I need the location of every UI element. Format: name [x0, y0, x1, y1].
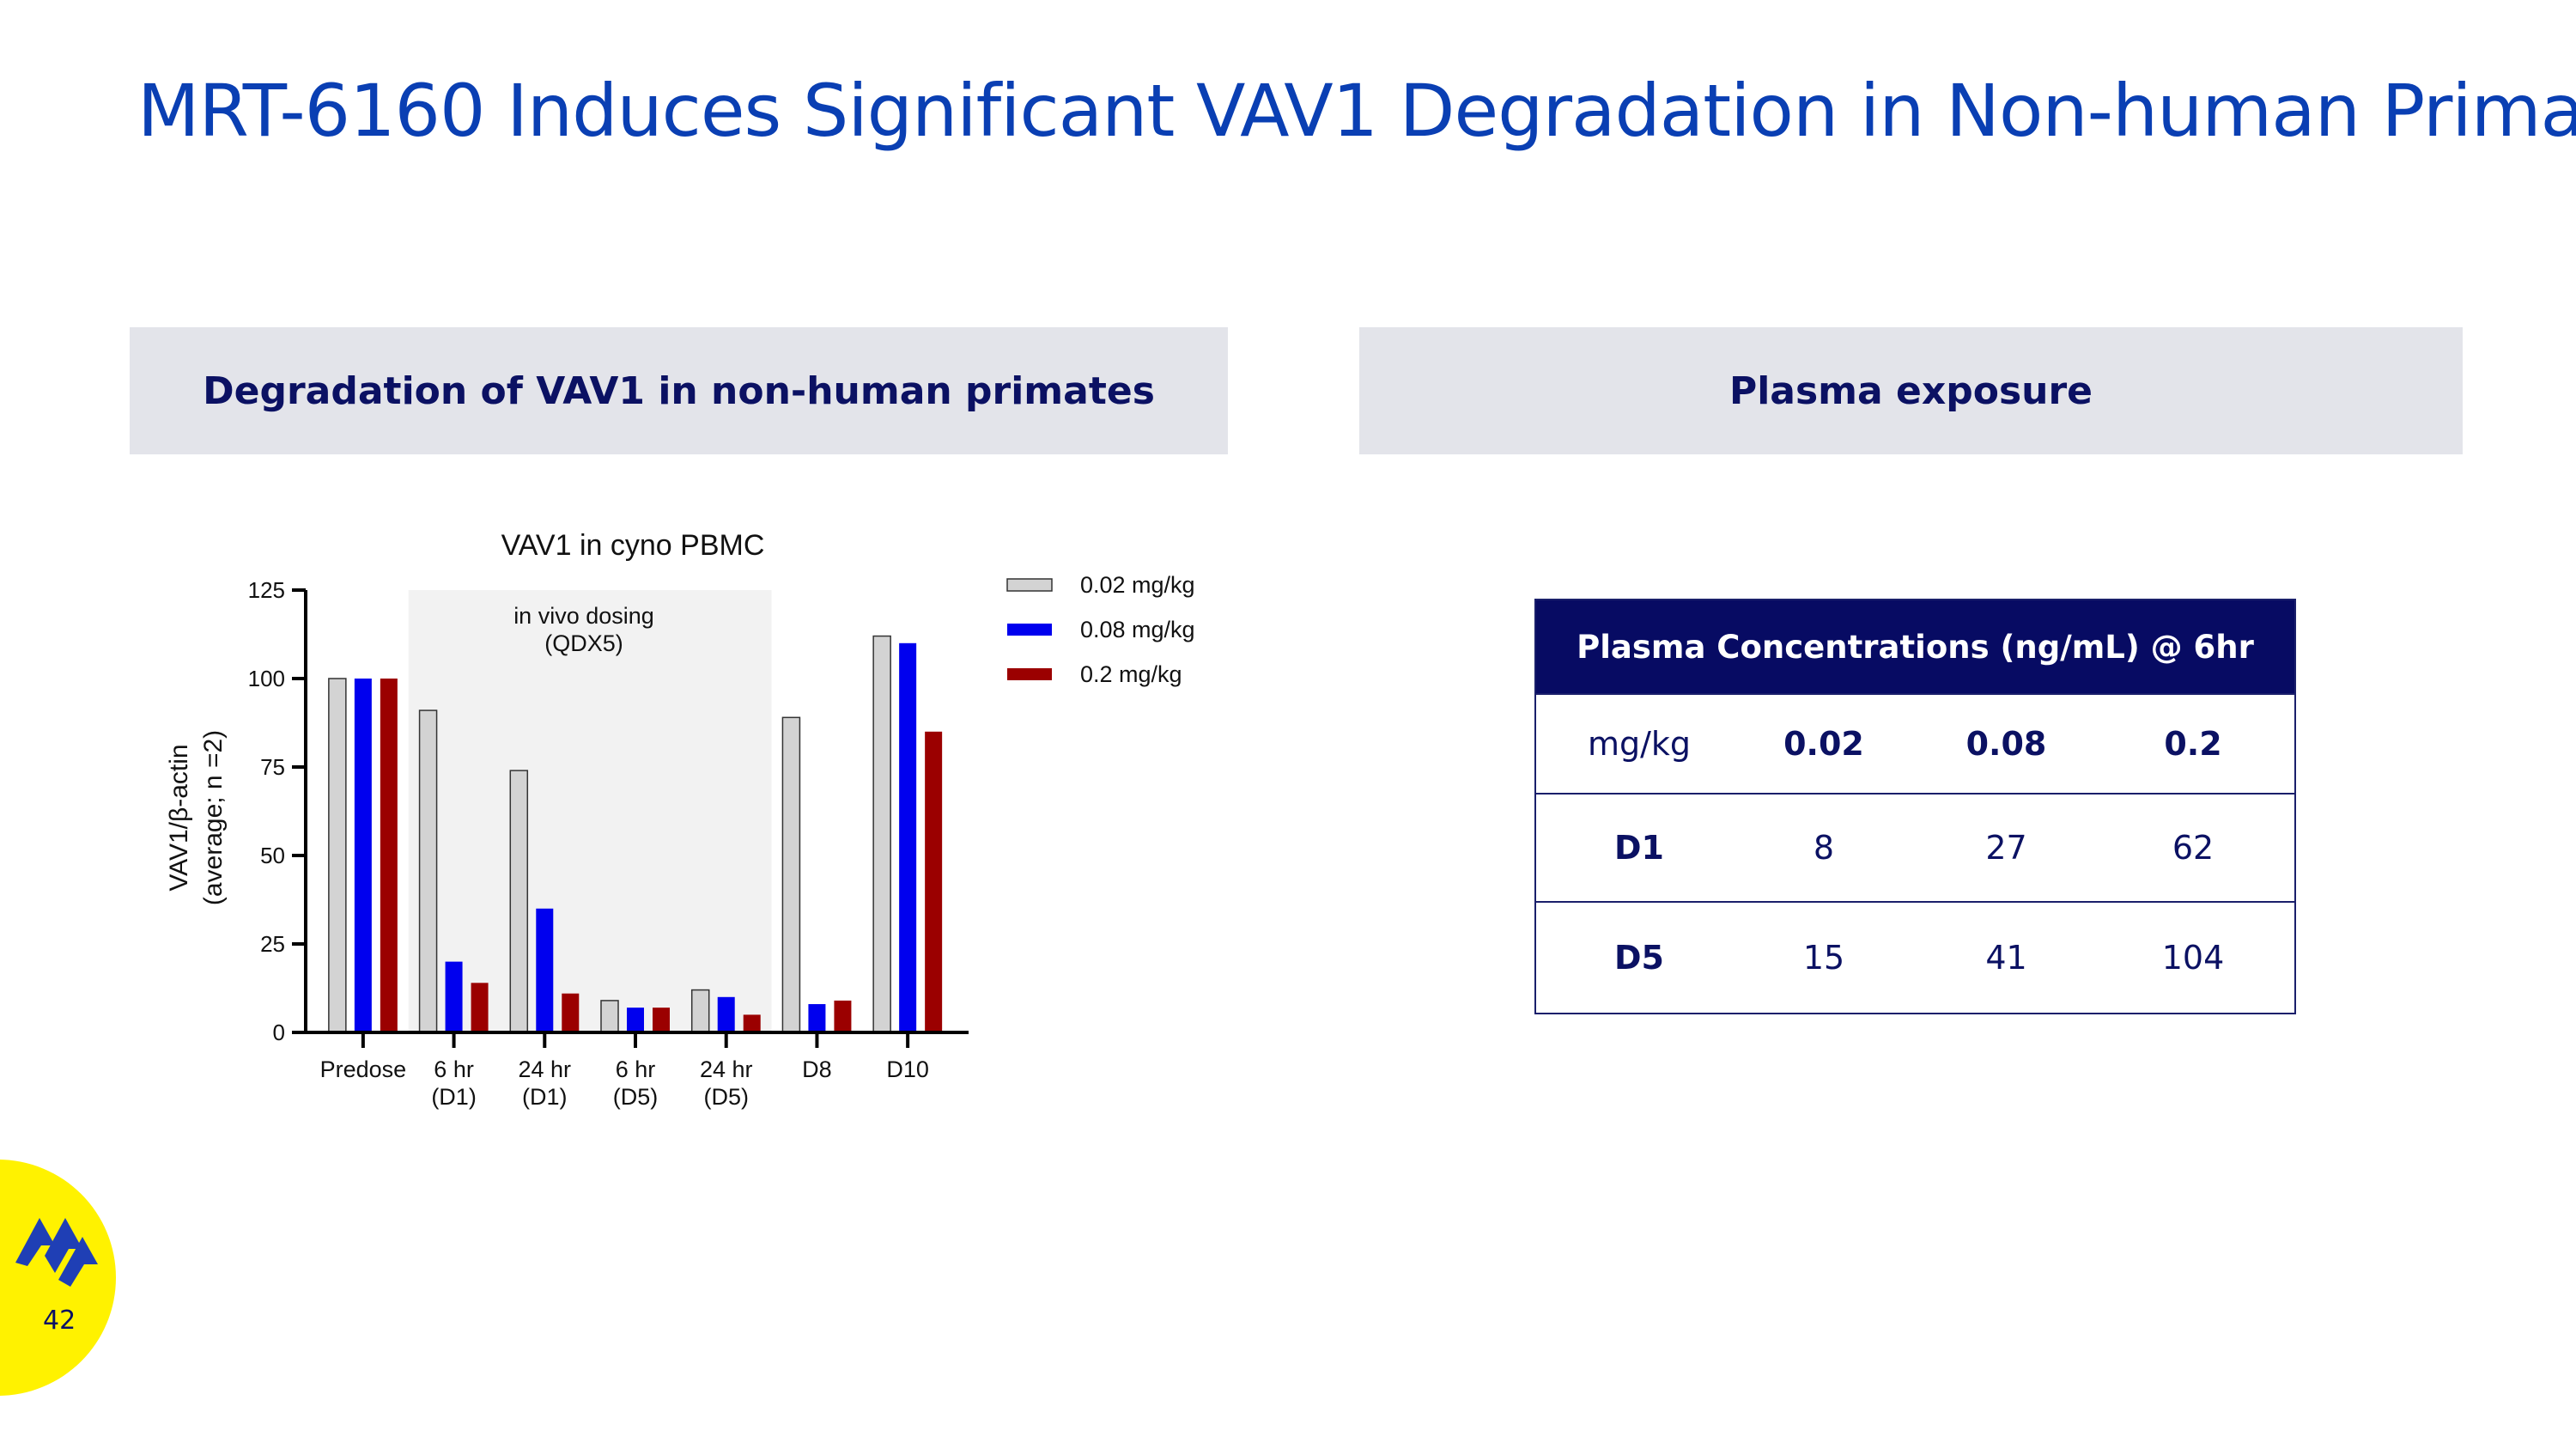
bar-0.02mgkg-4	[690, 989, 710, 1033]
y-tick-label-125: 125	[248, 577, 285, 603]
table-row: D1 8 27 62	[1536, 793, 2294, 901]
bar-0.2mgkg-1	[471, 983, 489, 1032]
page-number: 42	[43, 1306, 76, 1336]
bar-0.02mgkg-6	[872, 635, 891, 1033]
y-tick-label-0: 0	[273, 1020, 285, 1045]
plasma-panel-header: Plasma exposure	[1359, 327, 2463, 454]
x-tick-label-4: 24 hr	[700, 1056, 753, 1082]
company-logo-icon	[15, 1218, 98, 1287]
bar-0.08mgkg-0	[354, 679, 372, 1032]
x-tick-label-3: 6 hr	[616, 1056, 656, 1082]
table-header-label: Plasma Concentrations (ng/mL) @ 6hr	[1577, 628, 2254, 666]
bar-0.02mgkg-0	[328, 678, 347, 1033]
cell-d5-0.02: 15	[1802, 939, 1845, 977]
table-row: D5 15 41 104	[1536, 901, 2294, 1013]
cell-d1-0.02: 8	[1813, 829, 1835, 867]
cell-d1-0.2: 62	[2172, 829, 2215, 867]
y-tick-label-50: 50	[260, 843, 285, 868]
legend-label-2: 0.2 mg/kg	[1080, 661, 1182, 687]
table-header: Plasma Concentrations (ng/mL) @ 6hr	[1536, 600, 2294, 693]
x-tick-label-2: 24 hr	[519, 1056, 572, 1082]
chart-panel-header: Degradation of VAV1 in non-human primate…	[130, 327, 1228, 454]
bar-0.2mgkg-6	[925, 731, 943, 1032]
column-0.2: 0.2	[2164, 725, 2222, 763]
bar-0.02mgkg-5	[781, 716, 801, 1033]
y-tick-label-100: 100	[248, 666, 285, 691]
x-tick-sublabel-4: (D5)	[703, 1084, 749, 1110]
y-tick-label-75: 75	[260, 754, 285, 780]
bar-0.08mgkg-1	[445, 961, 463, 1032]
bar-0.08mgkg-2	[536, 908, 554, 1032]
x-tick-label-0: Predose	[320, 1056, 407, 1082]
bar-0.02mgkg-1	[418, 709, 438, 1033]
bar-0.2mgkg-3	[653, 1008, 670, 1032]
vav1-bar-chart: VAV1 in cyno PBMC in vivo dosing (QDX5) …	[165, 529, 1195, 1110]
plasma-panel-header-label: Plasma exposure	[1728, 368, 2093, 413]
x-tick-label-6: D10	[886, 1056, 929, 1082]
x-tick-sublabel-1: (D1)	[431, 1084, 477, 1110]
x-tick-sublabel-2: (D1)	[522, 1084, 568, 1110]
bar-0.02mgkg-2	[509, 770, 529, 1033]
column-mgkg: mg/kg	[1587, 725, 1692, 763]
legend-label-0: 0.02 mg/kg	[1080, 572, 1195, 598]
plasma-concentration-table: Plasma Concentrations (ng/mL) @ 6hr mg/k…	[1534, 599, 2296, 1014]
annotation-line2: (QDX5)	[544, 630, 623, 656]
page-title: MRT-6160 Induces Significant VAV1 Degrad…	[137, 69, 2576, 153]
bar-0.02mgkg-3	[600, 1000, 619, 1033]
y-axis-label-line1: VAV1/β-actin	[165, 744, 193, 891]
row-label-d1: D1	[1614, 829, 1664, 867]
chart-panel-header-label: Degradation of VAV1 in non-human primate…	[203, 368, 1155, 413]
bar-0.2mgkg-0	[380, 679, 398, 1032]
bar-0.08mgkg-5	[808, 1004, 826, 1032]
x-tick-label-1: 6 hr	[434, 1056, 474, 1082]
bar-0.08mgkg-3	[627, 1008, 644, 1032]
bar-0.08mgkg-4	[717, 996, 735, 1032]
column-0.02: 0.02	[1783, 725, 1864, 763]
legend-swatch-2	[1007, 668, 1052, 680]
cell-d5-0.08: 41	[1985, 939, 2027, 977]
bar-0.2mgkg-4	[743, 1014, 761, 1032]
dosing-window-shade	[408, 590, 772, 1032]
legend-swatch-1	[1007, 624, 1052, 636]
table-column-row: mg/kg 0.02 0.08 0.2	[1536, 693, 2294, 793]
annotation-line1: in vivo dosing	[513, 603, 654, 629]
chart-title: VAV1 in cyno PBMC	[501, 529, 765, 562]
bar-0.08mgkg-6	[899, 642, 917, 1032]
cell-d1-0.08: 27	[1985, 829, 2027, 867]
legend-swatch-0	[1006, 578, 1053, 592]
row-label-d5: D5	[1614, 939, 1664, 977]
bar-0.2mgkg-2	[562, 993, 580, 1032]
cell-d5-0.2: 104	[2161, 939, 2225, 977]
x-tick-sublabel-3: (D5)	[613, 1084, 659, 1110]
column-0.08: 0.08	[1965, 725, 2047, 763]
y-tick-label-25: 25	[260, 931, 285, 957]
bar-0.2mgkg-5	[834, 1000, 852, 1032]
x-tick-label-5: D8	[802, 1056, 832, 1082]
y-axis-label-line2: (average; n =2)	[199, 730, 228, 905]
legend-label-1: 0.08 mg/kg	[1080, 617, 1195, 642]
